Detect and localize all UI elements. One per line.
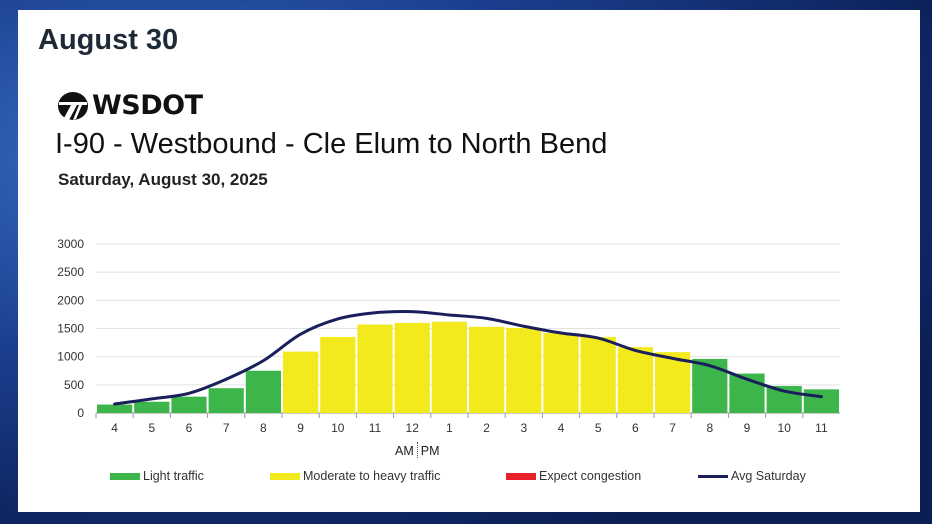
bar (692, 358, 728, 413)
x-tick-label: 2 (483, 421, 490, 435)
legend-light: Light traffic (110, 469, 204, 483)
x-tick-label: 7 (669, 421, 676, 435)
y-tick-label: 1000 (57, 350, 84, 364)
am-pm-label: AM PM (395, 442, 440, 458)
bar (617, 347, 653, 413)
am-pm-divider (416, 442, 418, 458)
y-tick-label: 2500 (57, 265, 84, 279)
legend-swatch-congestion (506, 472, 536, 480)
x-tick-label: 5 (595, 421, 602, 435)
x-tick-label: 7 (223, 421, 230, 435)
bar (431, 321, 467, 413)
legend-label: Moderate to heavy traffic (303, 469, 441, 483)
legend-line-avg (698, 474, 728, 478)
bar (506, 327, 542, 413)
y-tick-label: 1500 (57, 322, 84, 336)
x-tick-label: 6 (186, 421, 193, 435)
x-tick-label: 10 (778, 421, 792, 435)
wsdot-logo-icon (58, 91, 88, 120)
am-label: AM (395, 444, 414, 458)
bar (97, 404, 133, 413)
x-tick-label: 3 (520, 421, 527, 435)
bar (134, 401, 170, 413)
x-tick-label: 11 (369, 421, 382, 435)
bar (208, 388, 244, 413)
bar (357, 324, 393, 413)
x-tick-label: 4 (558, 421, 565, 435)
x-tick-label: 4 (111, 421, 118, 435)
chart-title: I-90 - Westbound - Cle Elum to North Ben… (55, 128, 608, 160)
y-tick-label: 500 (64, 378, 84, 392)
bar (655, 352, 691, 413)
bar (245, 370, 281, 413)
x-tick-label: 10 (331, 421, 345, 435)
legend-swatch-moderate (270, 472, 300, 480)
bar (580, 336, 616, 413)
x-tick-label: 5 (148, 421, 155, 435)
legend-swatch-light (110, 472, 140, 480)
bar (283, 351, 319, 413)
logo-text: WSDOT (92, 90, 203, 121)
avg-saturday-line (113, 309, 823, 406)
x-tick-label: 9 (744, 421, 751, 435)
legend-label: Expect congestion (539, 469, 642, 483)
bar (803, 389, 839, 413)
bar (171, 396, 207, 413)
y-tick-label: 2000 (57, 293, 84, 307)
legend-congestion: Expect congestion (506, 469, 641, 483)
x-tick-label: 1 (446, 421, 453, 435)
legend-label: Avg Saturday (731, 469, 806, 483)
x-tick-label: 8 (706, 421, 713, 435)
x-tick-label: 8 (260, 421, 267, 435)
legend-label: Light traffic (143, 469, 204, 483)
wsdot-logo: WSDOT (57, 90, 203, 121)
bar (543, 333, 579, 413)
x-tick-label: 9 (297, 421, 304, 435)
legend-moderate: Moderate to heavy traffic (270, 469, 440, 483)
y-tick-label: 3000 (57, 237, 84, 251)
legend-avg: Avg Saturday (698, 469, 806, 483)
x-tick-label: 12 (406, 421, 420, 435)
bar (469, 326, 505, 413)
headline: August 30 (38, 24, 179, 56)
x-tick-label: 11 (815, 421, 828, 435)
x-tick-label: 6 (632, 421, 639, 435)
bar (394, 322, 430, 413)
content-panel (18, 10, 920, 512)
pm-label: PM (420, 444, 440, 458)
bar (320, 336, 356, 413)
chart-subtitle: Saturday, August 30, 2025 (58, 170, 268, 189)
y-tick-label: 0 (77, 406, 84, 420)
